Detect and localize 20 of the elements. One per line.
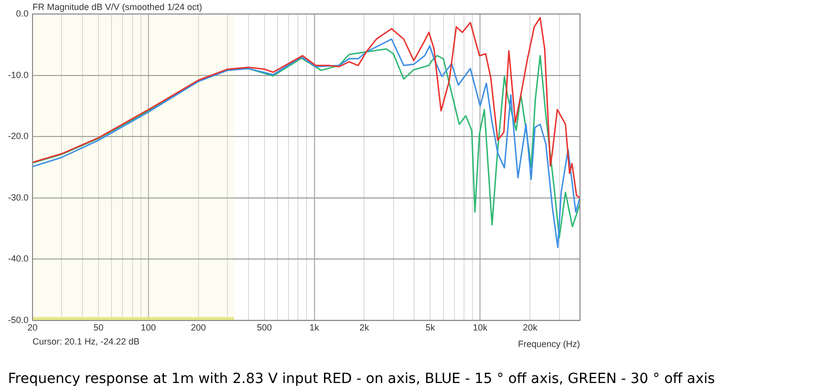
x-tick-label: 20k — [522, 322, 538, 332]
y-tick-label: -40.0 — [8, 254, 29, 264]
x-tick-label: 500 — [256, 322, 272, 332]
x-tick-label: 100 — [140, 322, 156, 332]
x-tick-label: 5k — [425, 322, 436, 332]
x-tick-label: 20 — [28, 322, 38, 332]
x-tick-label: 200 — [190, 322, 206, 332]
text: Cursor: 20.1 Hz, -24.22 dB — [32, 336, 140, 346]
x-tick-label: 1k — [310, 322, 320, 332]
x-tick-label: 50 — [94, 322, 104, 332]
chart-title: FR Magnitude dB V/V (smoothed 1/24 oct) — [32, 2, 202, 12]
y-tick-label: -30.0 — [8, 192, 29, 202]
x-tick-label: 10k — [472, 322, 488, 332]
x-tick-label: 2k — [359, 322, 370, 332]
text: Frequency response at 1m with 2.83 V input RED - on axis, BLUE - 15 ° off axis, GREEN - 30 ° off axis — [8, 371, 715, 387]
y-tick-label: -10.0 — [8, 70, 29, 80]
y-tick-label: 0.0 — [16, 8, 29, 18]
y-tick-label: -50.0 — [8, 314, 29, 325]
y-tick-label: -20.0 — [8, 131, 29, 142]
x-axis-title: Frequency (Hz) — [518, 339, 580, 350]
